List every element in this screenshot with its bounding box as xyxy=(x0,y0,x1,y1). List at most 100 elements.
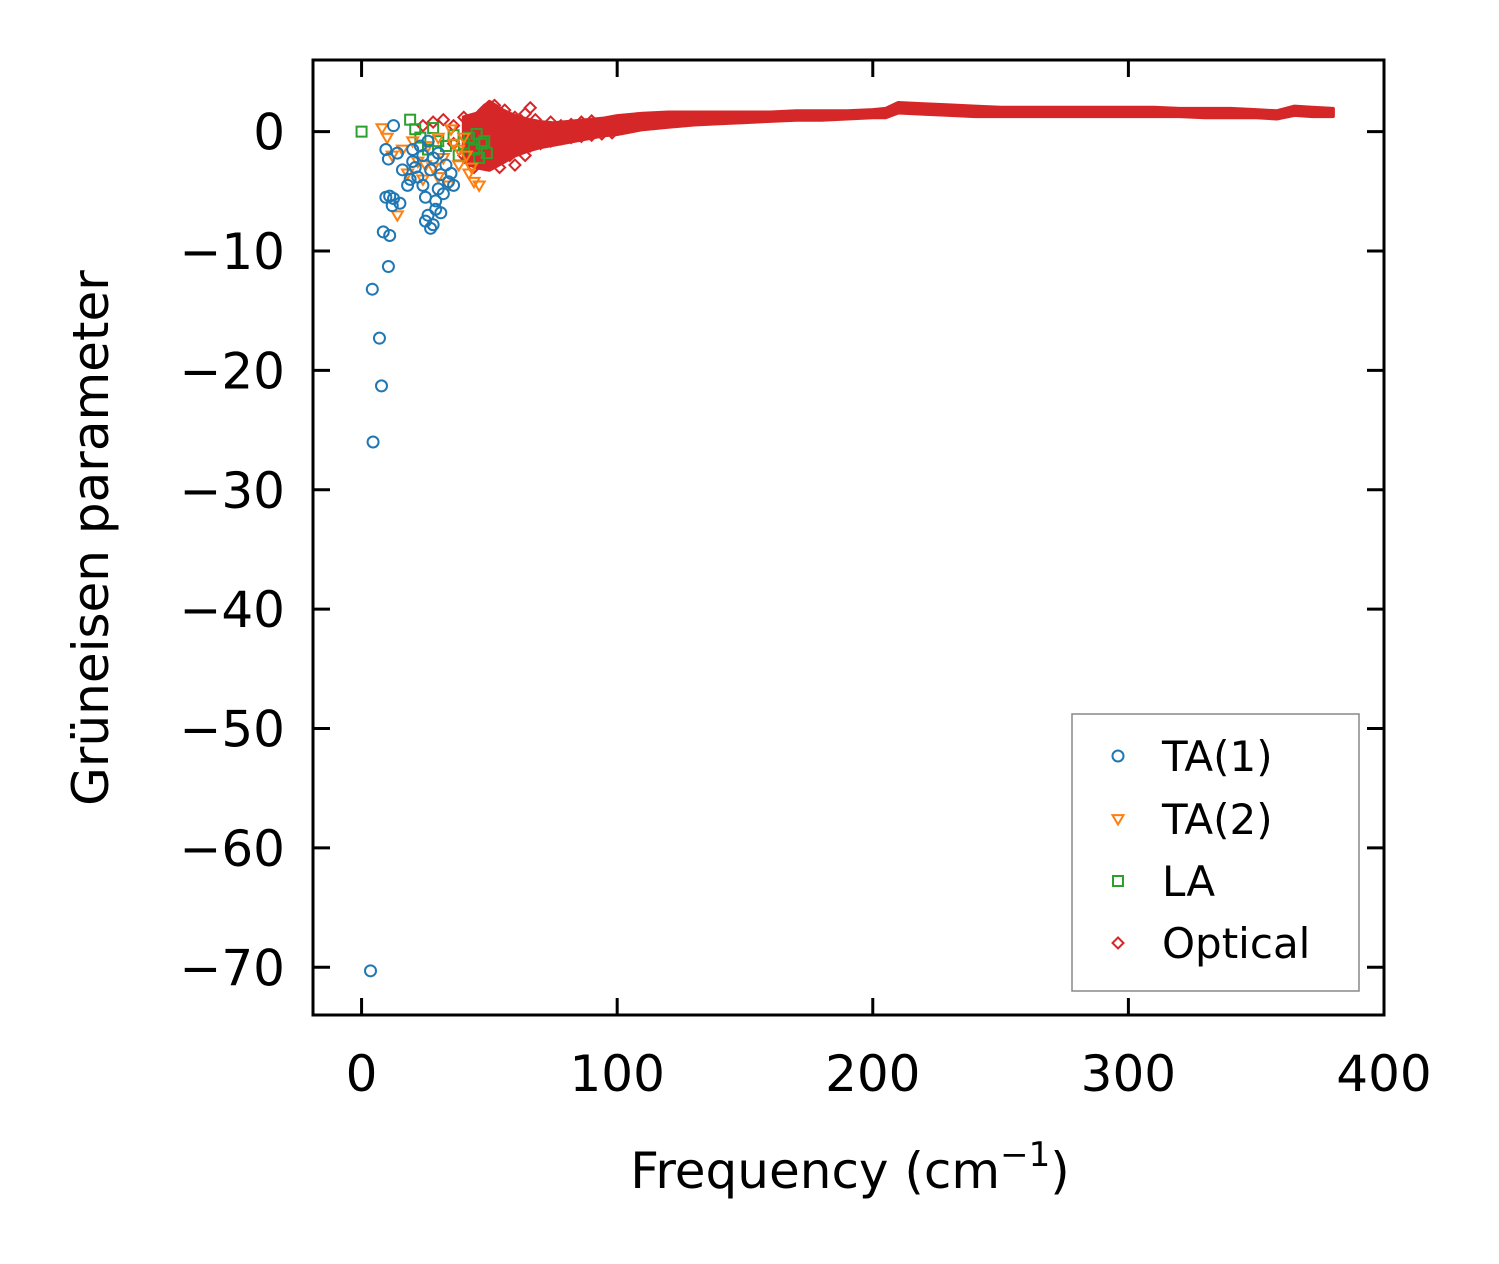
data-point xyxy=(523,100,538,115)
data-point xyxy=(385,199,399,213)
data-point xyxy=(477,103,492,118)
y-tick-label: −40 xyxy=(179,581,285,639)
data-point xyxy=(482,100,497,115)
legend-item: LA xyxy=(1112,857,1215,906)
data-point xyxy=(390,210,405,223)
data-point xyxy=(492,160,507,175)
data-point xyxy=(406,143,420,157)
legend-marker xyxy=(1112,875,1124,887)
data-point xyxy=(594,127,609,141)
legend-item: TA(1) xyxy=(1111,732,1273,781)
data-point xyxy=(533,136,548,151)
legend-marker xyxy=(1110,814,1126,827)
x-tick-labels: 0 100 200 300 400 xyxy=(346,1045,1432,1103)
data-point xyxy=(605,125,619,140)
data-point xyxy=(456,110,471,125)
data-point xyxy=(502,112,517,127)
data-point xyxy=(408,160,422,174)
data-point xyxy=(443,124,459,137)
x-tick-label: 0 xyxy=(346,1045,378,1103)
data-point xyxy=(470,128,483,141)
data-point xyxy=(508,124,522,139)
data-point xyxy=(487,98,502,113)
data-point xyxy=(355,125,368,138)
data-point xyxy=(513,115,527,129)
data-point xyxy=(416,178,430,192)
data-point xyxy=(421,134,435,148)
data-point xyxy=(430,132,446,146)
plot-area xyxy=(355,98,1335,978)
y-tick-label: −30 xyxy=(179,462,285,520)
data-point xyxy=(381,152,395,166)
data-point xyxy=(447,178,461,192)
data-point xyxy=(564,130,579,145)
data-point xyxy=(381,260,395,274)
data-point xyxy=(482,154,497,169)
x-tick-label: 200 xyxy=(825,1045,920,1103)
data-point xyxy=(502,148,517,163)
data-point xyxy=(375,379,389,393)
data-point xyxy=(418,214,432,228)
data-point xyxy=(426,218,440,232)
legend-marker xyxy=(1111,749,1125,763)
legend-marker xyxy=(1111,936,1125,950)
data-point xyxy=(574,115,589,129)
data-point xyxy=(456,132,472,146)
data-point xyxy=(462,131,475,144)
data-point xyxy=(372,331,386,345)
data-point xyxy=(574,129,589,144)
data-point xyxy=(584,113,599,128)
y-axis-title: Grüneisen parameter xyxy=(62,270,120,806)
data-point xyxy=(451,144,466,158)
x-axis-title: Frequency (cm−1) xyxy=(630,1135,1070,1200)
data-point xyxy=(434,206,448,220)
data-point xyxy=(518,148,533,163)
data-point xyxy=(395,144,410,158)
axis-ticks xyxy=(313,60,1386,1015)
data-point xyxy=(364,964,378,978)
data-point xyxy=(523,139,538,153)
data-point xyxy=(429,194,443,208)
data-point xyxy=(478,135,491,148)
data-point xyxy=(508,158,522,172)
data-point xyxy=(554,131,568,146)
data-point xyxy=(492,106,507,121)
x-tick-label: 400 xyxy=(1336,1045,1431,1103)
legend-item: TA(2) xyxy=(1110,795,1273,844)
legend: TA(1) TA(2) LA Optical xyxy=(1071,713,1360,992)
data-point xyxy=(471,180,487,193)
data-point xyxy=(395,163,409,177)
data-point xyxy=(431,146,445,160)
data-point xyxy=(374,123,390,136)
legend-label: LA xyxy=(1162,857,1215,906)
x-tick-label: 100 xyxy=(569,1045,664,1103)
data-point xyxy=(554,118,568,133)
y-tick-label: −20 xyxy=(179,342,285,400)
y-tick-label: −70 xyxy=(179,939,285,997)
data-point xyxy=(451,160,466,173)
data-point xyxy=(401,178,415,192)
plot-frame xyxy=(311,58,1386,1017)
data-point xyxy=(533,118,548,133)
y-tick-label: −50 xyxy=(179,701,285,759)
x-tick-label: 300 xyxy=(1081,1045,1176,1103)
y-tick-label: −60 xyxy=(179,820,285,878)
data-point xyxy=(543,134,558,149)
data-point xyxy=(426,115,441,129)
data-point xyxy=(366,435,380,449)
data-point xyxy=(436,112,451,127)
data-point xyxy=(584,128,599,143)
optical-band xyxy=(461,99,1335,172)
data-point xyxy=(466,176,482,190)
data-point xyxy=(543,115,558,129)
y-tick-label: −10 xyxy=(179,223,285,281)
data-point xyxy=(376,225,390,239)
data-point xyxy=(467,118,481,133)
data-point xyxy=(387,119,401,133)
legend-label: TA(1) xyxy=(1161,732,1273,781)
y-tick-labels: 0 −10 −20 −30 −40 −50 −60 −70 xyxy=(179,104,285,998)
data-point xyxy=(464,162,479,175)
data-point xyxy=(564,117,579,132)
data-point xyxy=(497,103,512,118)
